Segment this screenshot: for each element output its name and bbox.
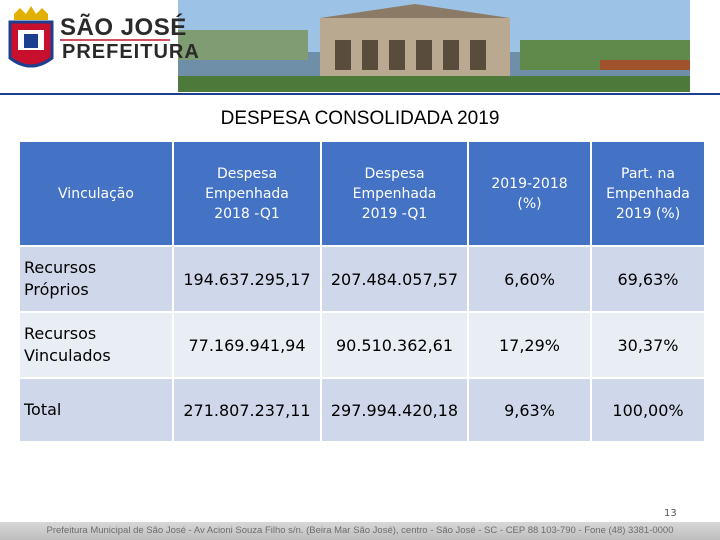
cell-value: 9,63% [504,400,555,420]
row-label-cell: Recursos Próprios [18,245,174,313]
column-header: Despesa Empenhada 2019 -Q1 [320,140,469,247]
column-header-text: Part. na Empenhada 2019 (%) [606,165,690,222]
column-header-text: Despesa Empenhada 2018 -Q1 [205,165,289,222]
cell-value: 90.510.362,61 [335,335,454,355]
value-cell: 207.484.057,57 [320,245,469,313]
footer: Prefeitura Municipal de São José - Av Ac… [0,522,720,540]
table-row: Recursos Próprios 194.637.295,17 207.484.0… [18,245,706,313]
row-label-cell: Total [18,377,174,443]
header-photo [178,0,690,92]
value-cell: 30,37% [590,311,706,379]
value-cell: 297.994.420,18 [320,377,469,443]
column-header: 2019-2018 (%) [467,140,592,247]
column-header: Vinculação [18,140,174,247]
cell-value: 77.169.941,94 [188,335,306,355]
table-body: Recursos Próprios 194.637.295,17 207.484.0… [18,245,706,443]
cell-value: 271.807.237,11 [183,400,311,420]
logo-subtitle: PREFEITURA [62,41,200,63]
row-label-cell: Recursos Vinculados [18,311,174,379]
cell-value: 100,00% [612,400,684,420]
value-cell: 17,29% [467,311,592,379]
table-row: Total 271.807.237,11 297.994.420,18 9,63% 10… [18,377,706,443]
title: DESPESA CONSOLIDADA 2019 [220,108,500,129]
row-label: Total [24,400,62,419]
value-cell: 100,00% [590,377,706,443]
header-row: Vinculação Despesa Empenhada 2018 -Q1 De… [18,140,706,247]
column-header: Part. na Empenhada 2019 (%) [590,140,706,247]
header: SÃO JOSÉ PREFEITURA [0,0,720,96]
header-art [0,0,720,95]
table-head: Vinculação Despesa Empenhada 2018 -Q1 De… [18,140,706,247]
column-header-text: 2019-2018 (%) [491,175,568,212]
logo-name: SÃO JOSÉ [60,14,187,41]
expense-table: Vinculação Despesa Empenhada 2018 -Q1 De… [18,140,706,443]
column-header-text: Vinculação [58,185,134,202]
logo-shield [8,6,54,68]
cell-value: 17,29% [498,335,560,355]
cell-value: 30,37% [617,335,679,355]
page-number: 13 [664,508,677,519]
column-header-text: Despesa Empenhada 2019 -Q1 [352,165,437,222]
cell-value: 194.637.295,17 [183,269,311,289]
column-header: Despesa Empenhada 2018 -Q1 [172,140,322,247]
value-cell: 6,60% [467,245,592,313]
cell-value: 297.994.420,18 [330,400,459,420]
cell-value: 207.484.057,57 [330,269,459,289]
cell-value: 6,60% [504,269,555,289]
footer-text: Prefeitura Municipal de São José - Av Ac… [46,525,674,536]
cell-value: 69,63% [617,269,679,289]
value-cell: 194.637.295,17 [172,245,322,313]
table-row: Recursos Vinculados 77.169.941,94 90.510.3… [18,311,706,379]
value-cell: 271.807.237,11 [172,377,322,443]
row-label: Recursos Vinculados [24,324,111,365]
value-cell: 9,63% [467,377,592,443]
value-cell: 77.169.941,94 [172,311,322,379]
value-cell: 69,63% [590,245,706,313]
value-cell: 90.510.362,61 [320,311,469,379]
row-label: Recursos Próprios [24,258,97,299]
